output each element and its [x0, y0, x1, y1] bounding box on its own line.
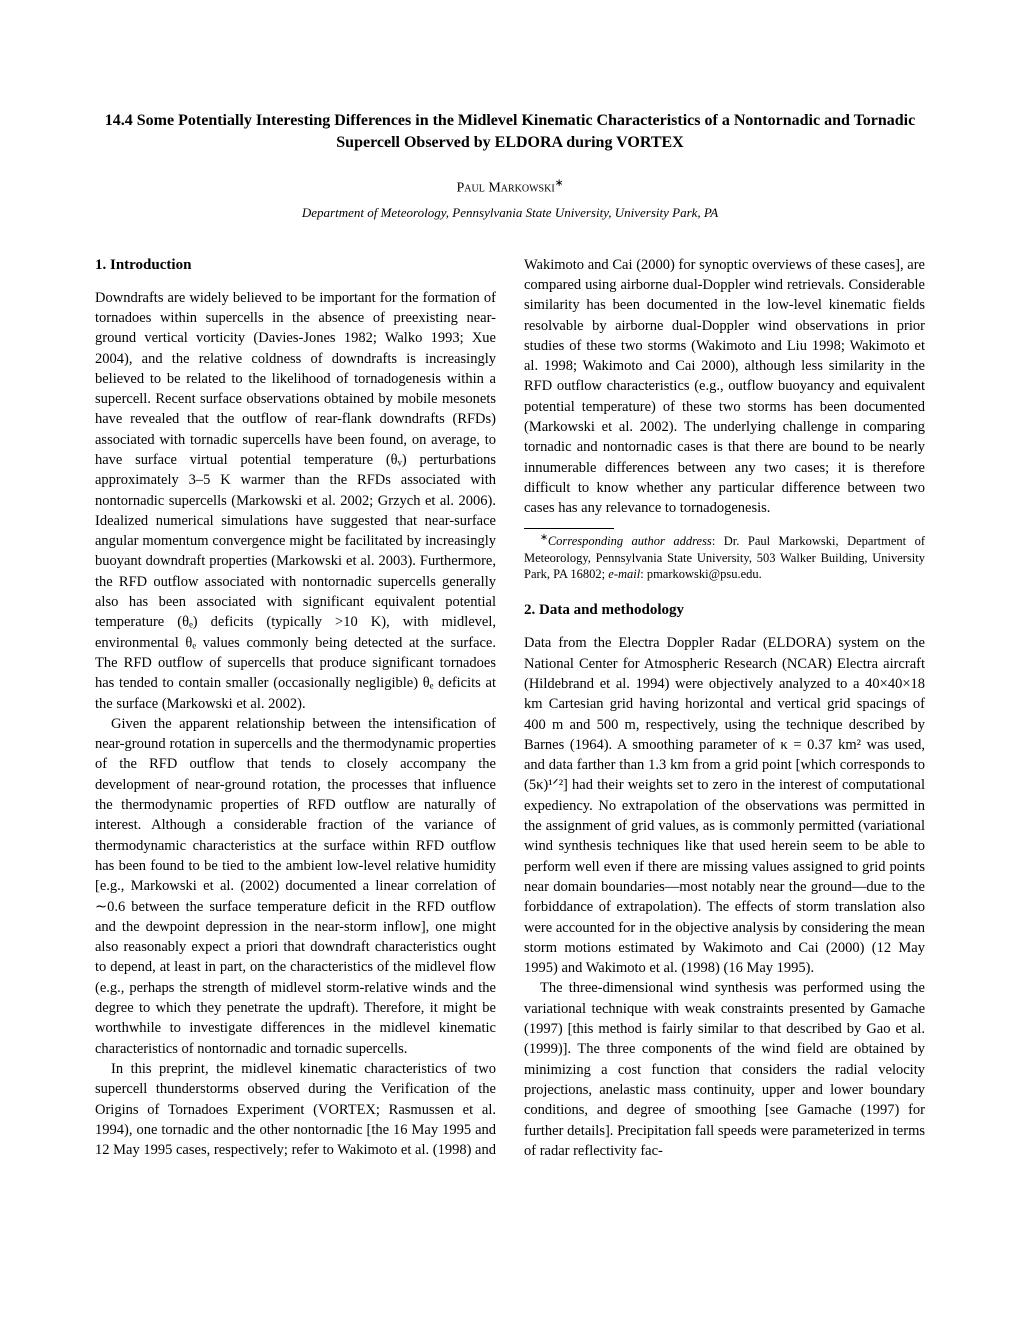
methods-para-1: Data from the Electra Doppler Radar (ELD…	[524, 633, 925, 978]
footnote-email-label: e-mail	[608, 567, 640, 581]
author-affiliation: Department of Meteorology, Pennsylvania …	[95, 204, 925, 222]
section-heading-methods: 2. Data and methodology	[524, 600, 925, 621]
methods-para-2: The three-dimensional wind synthesis was…	[524, 978, 925, 1161]
intro-para-2: Given the apparent relationship between …	[95, 714, 496, 1059]
footnote-label: Corresponding author address	[548, 535, 712, 549]
footnote-separator	[524, 528, 614, 529]
intro-para-1: Downdrafts are widely believed to be imp…	[95, 288, 496, 714]
body-columns: 1. Introduction Downdrafts are widely be…	[95, 255, 925, 1161]
author-text: Paul Markowski	[457, 181, 555, 196]
footnote-marker: ∗	[540, 533, 548, 543]
section-heading-intro: 1. Introduction	[95, 255, 496, 276]
author-name: Paul Markowski∗	[95, 177, 925, 198]
footnote-email: : pmarkowski@psu.edu.	[640, 567, 762, 581]
author-marker: ∗	[555, 178, 564, 189]
corresponding-author-footnote: ∗Corresponding author address: Dr. Paul …	[524, 532, 925, 582]
paper-title: 14.4 Some Potentially Interesting Differ…	[95, 110, 925, 153]
